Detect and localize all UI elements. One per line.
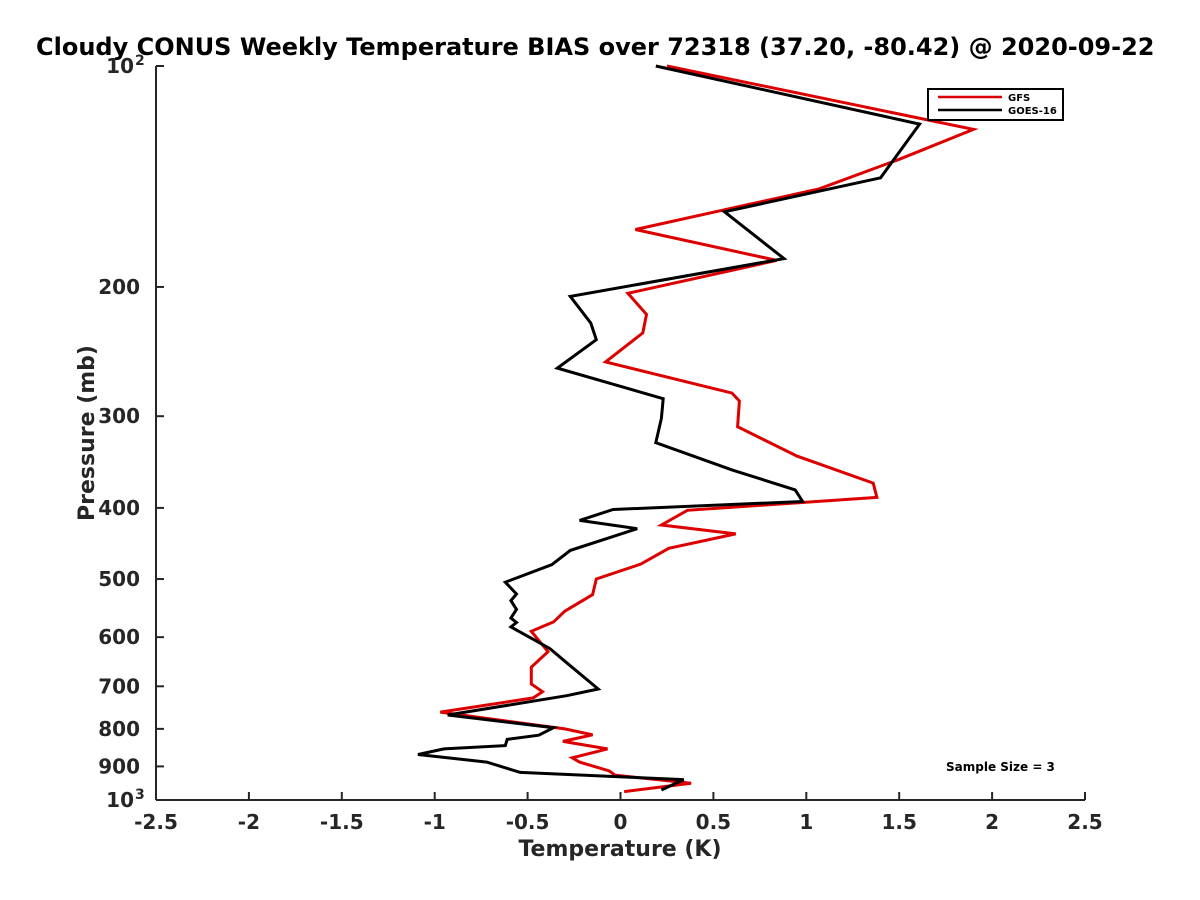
x-tick-label: 2 xyxy=(985,810,999,834)
legend-label-goes16: GOES-16 xyxy=(1008,106,1057,117)
legend: GFS GOES-16 xyxy=(927,88,1064,121)
y-axis-label: Pressure (mb) xyxy=(75,345,100,521)
legend-box xyxy=(927,88,1064,121)
x-tick-label: 2.5 xyxy=(1067,810,1102,834)
y-tick-label: 700 xyxy=(98,674,140,698)
x-axis-label: Temperature (K) xyxy=(518,837,721,862)
series-layer xyxy=(417,64,979,794)
x-tick-label: 1 xyxy=(799,810,813,834)
x-tick-label: -2.5 xyxy=(134,810,178,834)
series-line-goes16 xyxy=(417,64,923,792)
y-tick-label: 900 xyxy=(98,754,140,778)
x-tick-label: 0 xyxy=(614,810,628,834)
x-tick-label: 0.5 xyxy=(696,810,731,834)
chart-title: Cloudy CONUS Weekly Temperature BIAS ove… xyxy=(36,33,1154,61)
y-tick-exponent: 3 xyxy=(135,787,145,803)
x-ticks: -2.5 -2 -1.5 -1 -0.5 0 0.5 1 1.5 2 2.5 xyxy=(134,792,1103,834)
x-tick-label: -2 xyxy=(238,810,260,834)
y-tick-label: 600 xyxy=(98,625,140,649)
y-tick-label: 300 xyxy=(98,404,140,428)
y-tick-label: 200 xyxy=(98,275,140,299)
y-tick-label: 10 xyxy=(106,54,134,78)
y-tick-label: 500 xyxy=(98,567,140,591)
y-tick-label: 10 xyxy=(106,788,134,812)
x-tick-label: -1 xyxy=(424,810,446,834)
y-tick-label: 800 xyxy=(98,717,140,741)
series-line-gfs xyxy=(440,64,979,794)
legend-label-gfs: GFS xyxy=(1008,93,1030,104)
x-tick-label: 1.5 xyxy=(881,810,916,834)
y-tick-label: 400 xyxy=(98,496,140,520)
y-tick-exponent: 2 xyxy=(135,53,145,69)
x-tick-label: -1.5 xyxy=(320,810,364,834)
x-tick-label: -0.5 xyxy=(506,810,550,834)
axes xyxy=(155,66,1085,801)
sample-size-note: Sample Size = 3 xyxy=(946,760,1055,774)
